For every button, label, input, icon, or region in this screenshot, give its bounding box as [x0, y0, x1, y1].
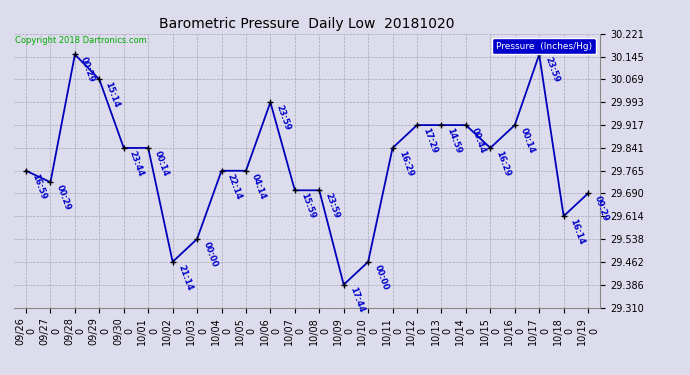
Text: 16:29: 16:29	[495, 149, 512, 177]
Text: Copyright 2018 Dartronics.com: Copyright 2018 Dartronics.com	[15, 36, 147, 45]
Text: 15:14: 15:14	[104, 81, 121, 109]
Text: 23:44: 23:44	[128, 149, 146, 177]
Text: 09:29: 09:29	[592, 195, 610, 223]
Text: 22:14: 22:14	[226, 172, 244, 201]
Text: 23:59: 23:59	[543, 56, 561, 84]
Text: 16:29: 16:29	[397, 149, 415, 177]
Text: 00:00: 00:00	[373, 263, 390, 291]
Text: 00:29: 00:29	[55, 184, 72, 211]
Legend: Pressure  (Inches/Hg): Pressure (Inches/Hg)	[493, 38, 595, 54]
Text: 23:59: 23:59	[324, 192, 341, 220]
Text: 04:14: 04:14	[250, 172, 268, 200]
Text: 00:14: 00:14	[519, 126, 537, 154]
Text: 00:00: 00:00	[201, 240, 219, 268]
Text: 00:14: 00:14	[152, 149, 170, 177]
Text: 17:29: 17:29	[421, 126, 439, 154]
Text: 00:29: 00:29	[79, 56, 97, 84]
Text: 23:59: 23:59	[275, 104, 292, 132]
Text: 16:14: 16:14	[568, 217, 585, 246]
Title: Barometric Pressure  Daily Low  20181020: Barometric Pressure Daily Low 20181020	[159, 17, 455, 31]
Text: 16:59: 16:59	[30, 172, 48, 200]
Text: 00:44: 00:44	[470, 126, 488, 154]
Text: 21:14: 21:14	[177, 263, 195, 291]
Text: 17:44: 17:44	[348, 286, 366, 314]
Text: 15:59: 15:59	[299, 192, 317, 220]
Text: 14:59: 14:59	[446, 126, 463, 155]
